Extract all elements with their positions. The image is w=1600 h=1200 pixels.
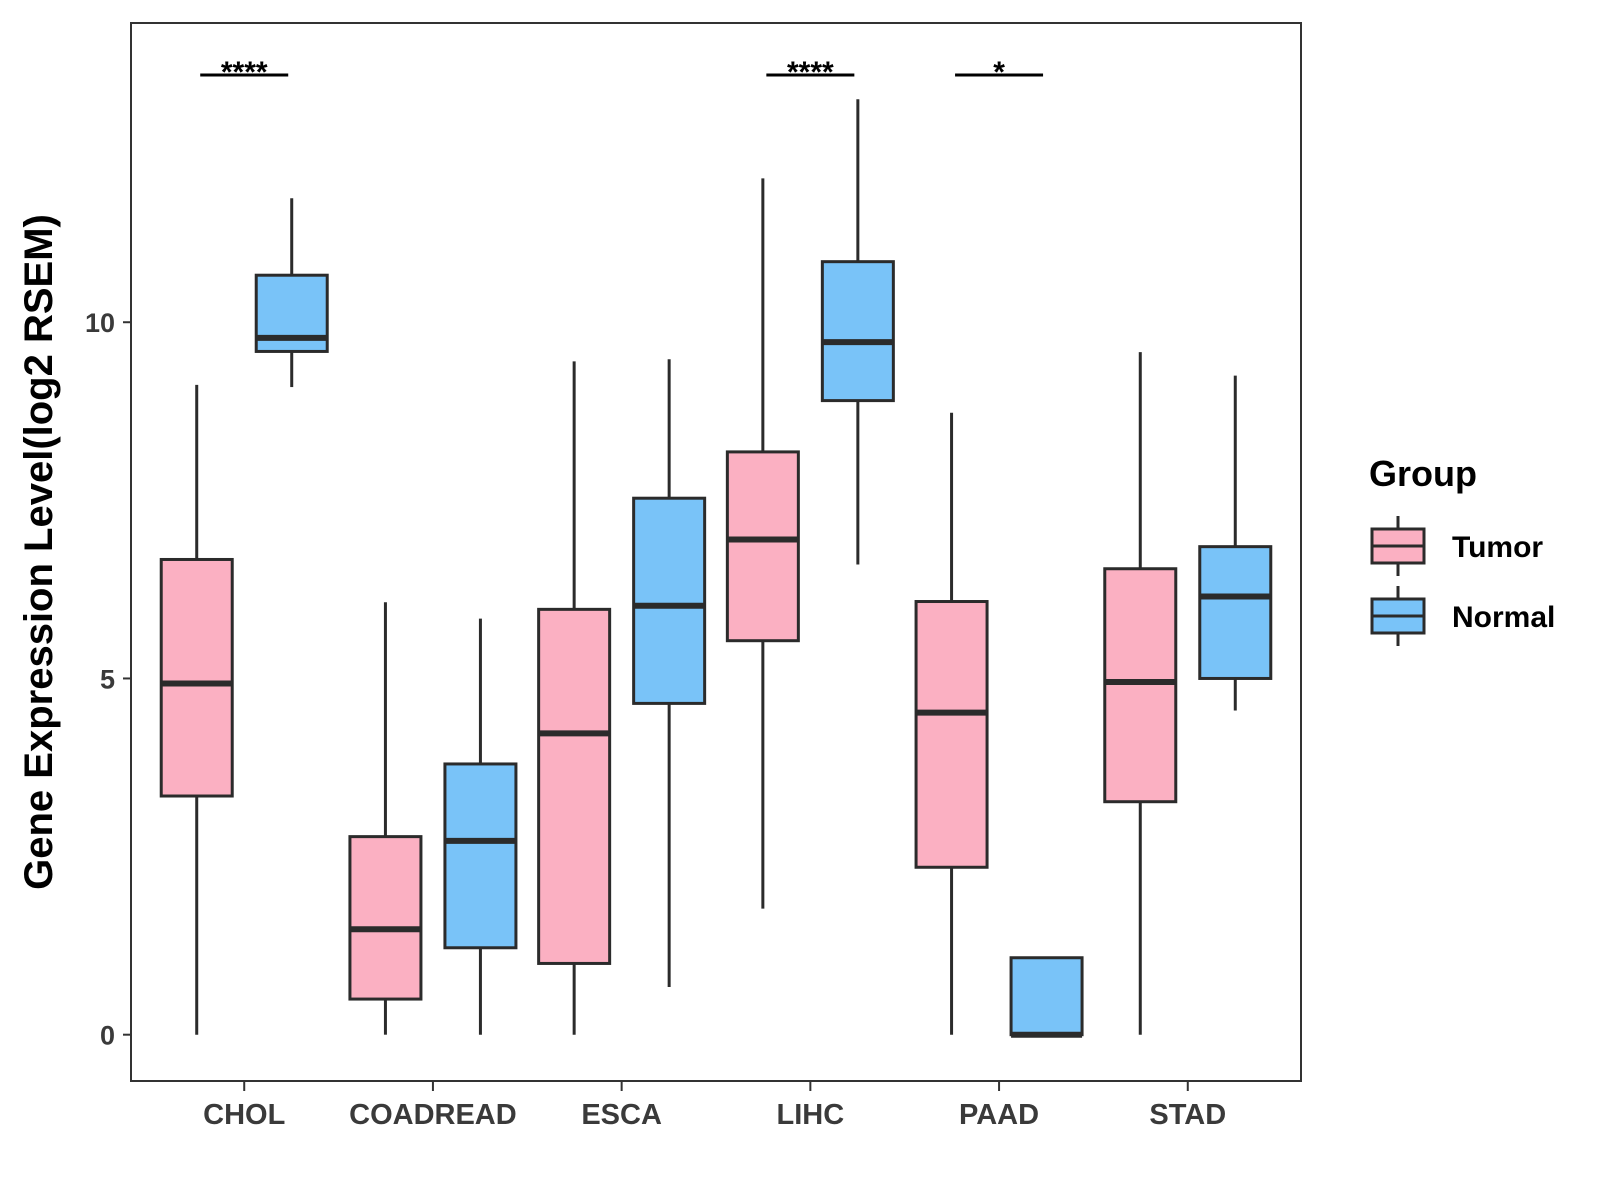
box-iqr [820, 260, 895, 403]
legend-item-tumor: Tumor [1370, 516, 1543, 576]
legend-label: Normal [1452, 601, 1555, 634]
significance-label: **** [221, 56, 268, 89]
box-iqr [443, 762, 518, 950]
box-series [159, 99, 1273, 1038]
legend: Group Tumor Normal [1369, 453, 1555, 646]
box-iqr [914, 600, 989, 869]
box-iqr [1103, 567, 1178, 804]
box-tumor-lihc [725, 178, 800, 909]
significance-annotations: **** **** * [200, 56, 1044, 89]
significance-label: **** [787, 56, 834, 89]
x-tick-label: CHOL [203, 1099, 285, 1131]
y-tick-label: 10 [85, 308, 115, 338]
box-iqr [537, 607, 612, 965]
box-iqr [1198, 545, 1273, 680]
box-iqr [725, 450, 800, 643]
box-iqr [159, 557, 234, 798]
box-normal-chol [254, 198, 329, 388]
x-tick-label: LIHC [777, 1099, 845, 1131]
plot-panel [130, 22, 1302, 1082]
significance-label: * [993, 56, 1005, 89]
x-tick-label: PAAD [959, 1099, 1039, 1131]
legend-label: Tumor [1452, 531, 1543, 564]
y-axis-title: Gene Expression Level(log2 RSEM) [17, 214, 61, 890]
box-normal-paad [1009, 956, 1084, 1038]
legend-title: Group [1369, 453, 1477, 494]
x-tick-label: COADREAD [349, 1099, 517, 1131]
box-tumor-coadread [348, 602, 423, 1035]
box-iqr [348, 835, 423, 1001]
box-normal-coadread [443, 618, 518, 1035]
y-tick-label: 5 [100, 664, 115, 694]
x-axis: CHOL COADREAD ESCA LIHC PAAD STAD [203, 1081, 1226, 1131]
box-normal-stad [1198, 375, 1273, 711]
y-tick-label: 0 [100, 1021, 115, 1051]
x-tick-label: STAD [1149, 1099, 1226, 1131]
box-iqr [1009, 956, 1084, 1037]
box-tumor-esca [537, 361, 612, 1035]
box-normal-lihc [820, 99, 895, 565]
box-tumor-chol [159, 384, 234, 1035]
legend-item-normal: Normal [1370, 586, 1555, 646]
box-tumor-paad [914, 412, 989, 1035]
box-iqr [632, 496, 707, 705]
box-tumor-stad [1103, 352, 1178, 1035]
box-normal-esca [632, 359, 707, 987]
y-axis: 0 5 10 [85, 308, 131, 1051]
x-tick-label: ESCA [581, 1099, 662, 1131]
